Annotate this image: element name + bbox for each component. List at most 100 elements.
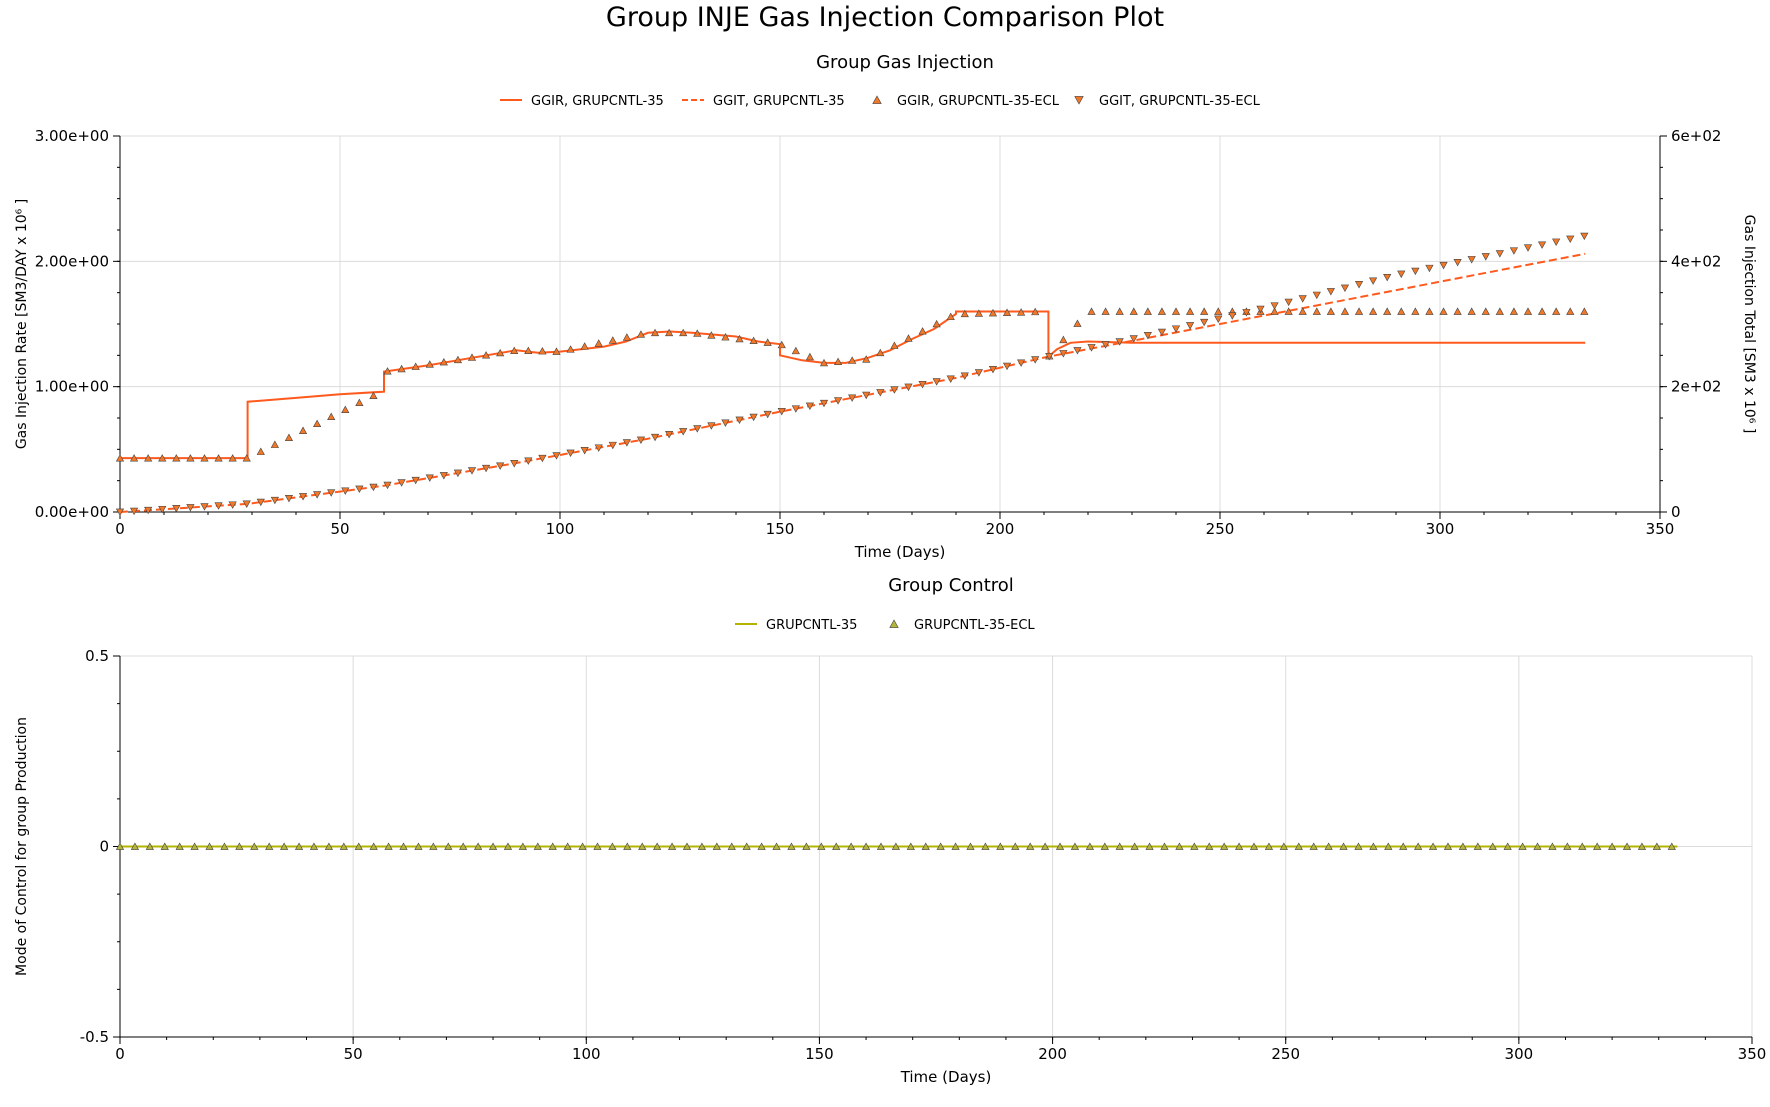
data-point — [1481, 253, 1490, 261]
data-point — [205, 842, 214, 850]
data-point — [1115, 307, 1124, 315]
data-point — [414, 842, 423, 850]
data-point — [280, 842, 289, 850]
data-point — [186, 504, 195, 512]
data-point — [552, 347, 561, 355]
data-point — [129, 507, 139, 516]
data-point — [819, 358, 829, 367]
data-point — [473, 842, 483, 850]
data-point — [1354, 307, 1364, 315]
data-point — [298, 493, 308, 501]
data-point — [981, 842, 990, 850]
data-point — [1270, 307, 1279, 315]
data-point — [496, 348, 505, 357]
data-point — [284, 494, 294, 503]
data-point — [172, 505, 181, 513]
data-point — [1453, 258, 1462, 267]
data-point — [890, 341, 899, 349]
data-point — [1467, 307, 1476, 315]
data-point — [707, 422, 716, 430]
data-point — [832, 842, 841, 850]
data-point — [1234, 842, 1244, 850]
data-point — [988, 308, 998, 317]
data-point — [904, 334, 913, 342]
data-point — [735, 416, 744, 425]
y-tick-label: -0.5 — [80, 1028, 109, 1046]
data-point — [1312, 307, 1321, 315]
data-point — [1085, 842, 1094, 850]
data-point — [327, 412, 336, 420]
data-point — [190, 842, 199, 850]
data-point — [369, 391, 378, 400]
data-point — [1055, 842, 1065, 850]
data-point — [623, 842, 632, 850]
plot-panel-1: Group Gas Injection GGIR, GRUPCNTL-35 GGIT… — [14, 52, 1757, 561]
data-point — [1175, 842, 1184, 850]
grid — [120, 135, 1661, 513]
data-point — [341, 487, 350, 495]
data-point — [1298, 307, 1307, 315]
data-point — [693, 329, 702, 337]
data-point — [538, 454, 547, 463]
data-point — [876, 842, 886, 850]
y2-axis-label: Gas Injection Total [SM3 x 10⁶ ] — [1741, 215, 1757, 434]
data-point — [256, 498, 265, 507]
data-point — [1428, 842, 1438, 850]
data-point — [1143, 307, 1152, 315]
data-point — [383, 481, 392, 490]
data-point — [996, 842, 1005, 850]
data-point — [1495, 250, 1504, 258]
data-point — [1100, 842, 1109, 850]
y-axis-label: Mode of Control for group Production — [14, 717, 30, 976]
data-point — [1566, 235, 1575, 244]
data-point — [175, 842, 184, 850]
data-point — [524, 346, 533, 355]
data-point — [951, 842, 960, 850]
data-point — [650, 328, 660, 337]
data-point — [791, 405, 800, 413]
data-point — [354, 842, 363, 850]
data-point — [1326, 307, 1335, 315]
data-point — [309, 842, 319, 850]
data-point — [384, 842, 393, 850]
data-point — [467, 467, 477, 475]
data-point — [439, 472, 448, 480]
data-point — [1270, 302, 1279, 310]
data-point — [1101, 341, 1110, 349]
data-point — [1548, 842, 1557, 850]
series-line — [119, 252, 1586, 513]
data-point — [712, 842, 721, 850]
data-point — [833, 397, 843, 405]
data-point — [397, 479, 406, 487]
data-point — [787, 842, 796, 850]
data-point — [1384, 842, 1393, 850]
data-point — [1026, 842, 1035, 850]
data-point — [1309, 842, 1318, 850]
data-point — [848, 356, 857, 364]
data-point — [876, 348, 885, 357]
data-point — [904, 383, 913, 392]
data-point — [411, 476, 420, 485]
data-point — [1129, 335, 1138, 343]
data-point — [1324, 842, 1333, 850]
data-point — [1552, 238, 1561, 246]
data-point — [313, 419, 322, 427]
data-point — [425, 474, 434, 482]
data-point — [1041, 842, 1050, 850]
data-point — [1087, 344, 1096, 352]
data-point — [721, 419, 730, 427]
legend-item: GRUPCNTL-35-ECL — [889, 618, 1035, 633]
series-markers — [115, 842, 1676, 850]
data-point — [697, 842, 707, 850]
data-point — [1070, 842, 1080, 850]
y-tick-label: 1.00e+00 — [35, 378, 109, 396]
data-point — [242, 454, 251, 462]
data-point — [1284, 298, 1293, 307]
data-point — [214, 454, 223, 462]
data-point — [1190, 842, 1199, 850]
data-point — [1157, 328, 1167, 337]
data-point — [1383, 273, 1392, 282]
data-point — [608, 336, 617, 344]
data-point — [1171, 325, 1181, 333]
data-point — [459, 842, 468, 850]
